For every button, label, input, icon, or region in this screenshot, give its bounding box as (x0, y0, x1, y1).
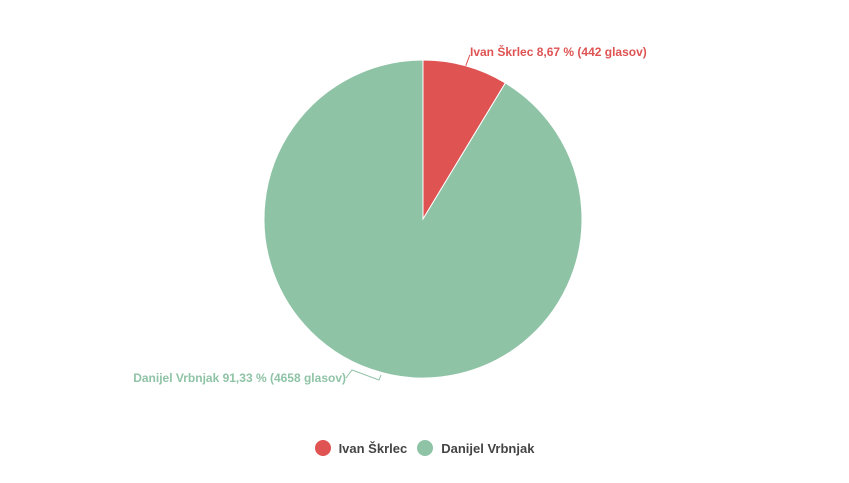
legend-item-danijel-vrbnjak[interactable]: Danijel Vrbnjak (417, 440, 534, 456)
data-label-1: Danijel Vrbnjak 91,33 % (4658 glasov) (133, 371, 346, 385)
pie-slice-1[interactable] (263, 59, 583, 379)
legend-item-ivan-skrlec[interactable]: Ivan Škrlec (314, 440, 408, 456)
legend-label-ivan-skrlec: Ivan Škrlec (338, 440, 408, 456)
legend-swatch-ivan-skrlec (314, 440, 331, 456)
leader-line-0 (465, 54, 471, 67)
pie-slice-0[interactable] (422, 59, 507, 221)
legend-swatch-danijel-vrbnjak (417, 440, 434, 456)
data-label-0: Ivan Škrlec 8,67 % (442 glasov) (470, 44, 647, 59)
leader-line-1 (345, 369, 382, 381)
legend-label-danijel-vrbnjak: Danijel Vrbnjak (441, 440, 535, 456)
chart-legend: Ivan Škrlec Danijel Vrbnjak (0, 440, 849, 456)
